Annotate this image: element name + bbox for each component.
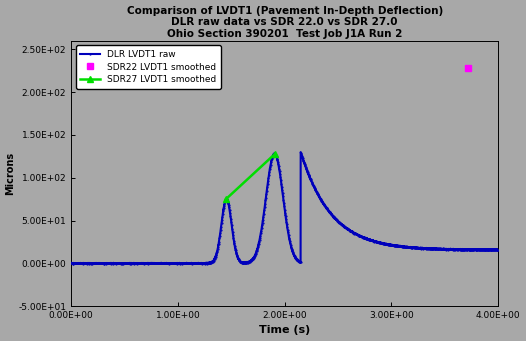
SDR27 LVDT1 smoothed: [272, 152, 278, 156]
SDR27 LVDT1 smoothed: [223, 197, 229, 201]
X-axis label: Time (s): Time (s): [259, 325, 310, 336]
DLR LVDT1 raw: [298, 150, 304, 154]
DLR LVDT1 raw: [203, 262, 209, 266]
Line: DLR LVDT1 raw: DLR LVDT1 raw: [70, 151, 499, 265]
DLR LVDT1 raw: [346, 227, 352, 232]
DLR LVDT1 raw: [231, 242, 238, 246]
Line: SDR27 LVDT1 smoothed: SDR27 LVDT1 smoothed: [222, 150, 279, 203]
DLR LVDT1 raw: [419, 246, 426, 250]
DLR LVDT1 raw: [495, 248, 501, 252]
Title: Comparison of LVDT1 (Pavement In-Depth Deflection)
DLR raw data vs SDR 22.0 vs S: Comparison of LVDT1 (Pavement In-Depth D…: [127, 5, 443, 39]
Y-axis label: Microns: Microns: [6, 152, 16, 195]
DLR LVDT1 raw: [146, 261, 152, 265]
DLR LVDT1 raw: [387, 242, 393, 247]
DLR LVDT1 raw: [68, 261, 74, 265]
Legend: DLR LVDT1 raw, SDR22 LVDT1 smoothed, SDR27 LVDT1 smoothed: DLR LVDT1 raw, SDR22 LVDT1 smoothed, SDR…: [76, 45, 221, 89]
DLR LVDT1 raw: [324, 207, 330, 211]
